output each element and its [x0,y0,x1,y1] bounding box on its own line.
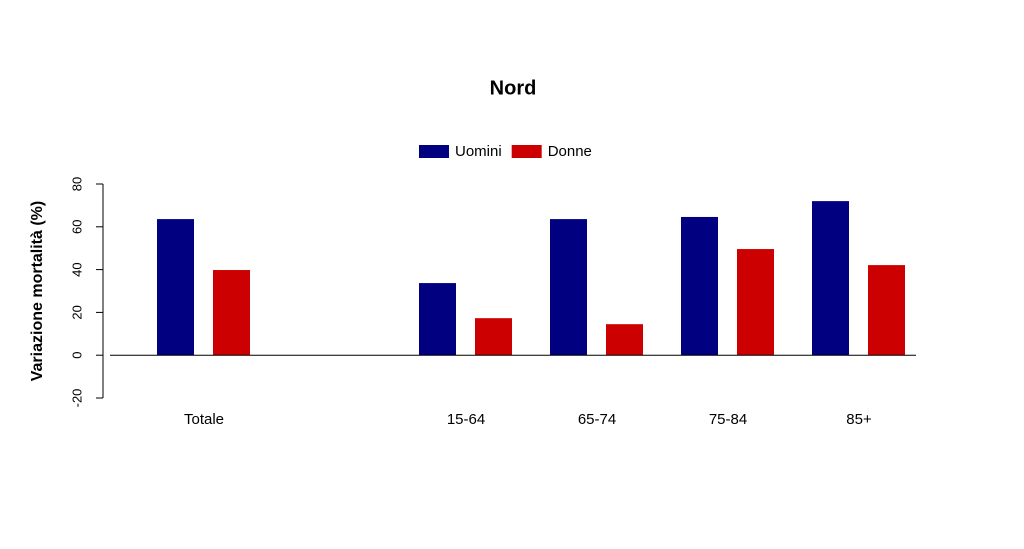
bar [737,249,774,356]
bar [812,201,849,356]
x-tick-label: 15-64 [447,411,485,428]
bar [157,219,194,356]
chart-title: Nord [490,77,537,99]
bar [213,270,250,356]
y-tick-label: 80 [69,177,84,191]
legend-swatch [511,145,542,158]
y-tick-label: 60 [69,220,84,234]
x-tick-label: 75-84 [709,411,747,428]
x-tick-label: 65-74 [578,411,616,428]
bar [868,265,905,356]
bar [606,324,643,356]
bar [550,219,587,356]
y-tick-label: 20 [69,305,84,319]
x-tick-label: Totale [184,411,224,428]
x-tick-label: 85+ [846,411,872,428]
bar [681,216,718,356]
bar [419,283,456,356]
y-tick-label: 40 [69,262,84,276]
legend-label: Donne [548,143,592,160]
bar [475,318,512,356]
y-axis-label: Variazione mortalità (%) [29,201,46,382]
legend-label: Uomini [455,143,502,160]
y-tick-label: 0 [69,352,84,359]
y-tick-label: -20 [69,389,84,408]
legend-swatch [419,145,449,158]
